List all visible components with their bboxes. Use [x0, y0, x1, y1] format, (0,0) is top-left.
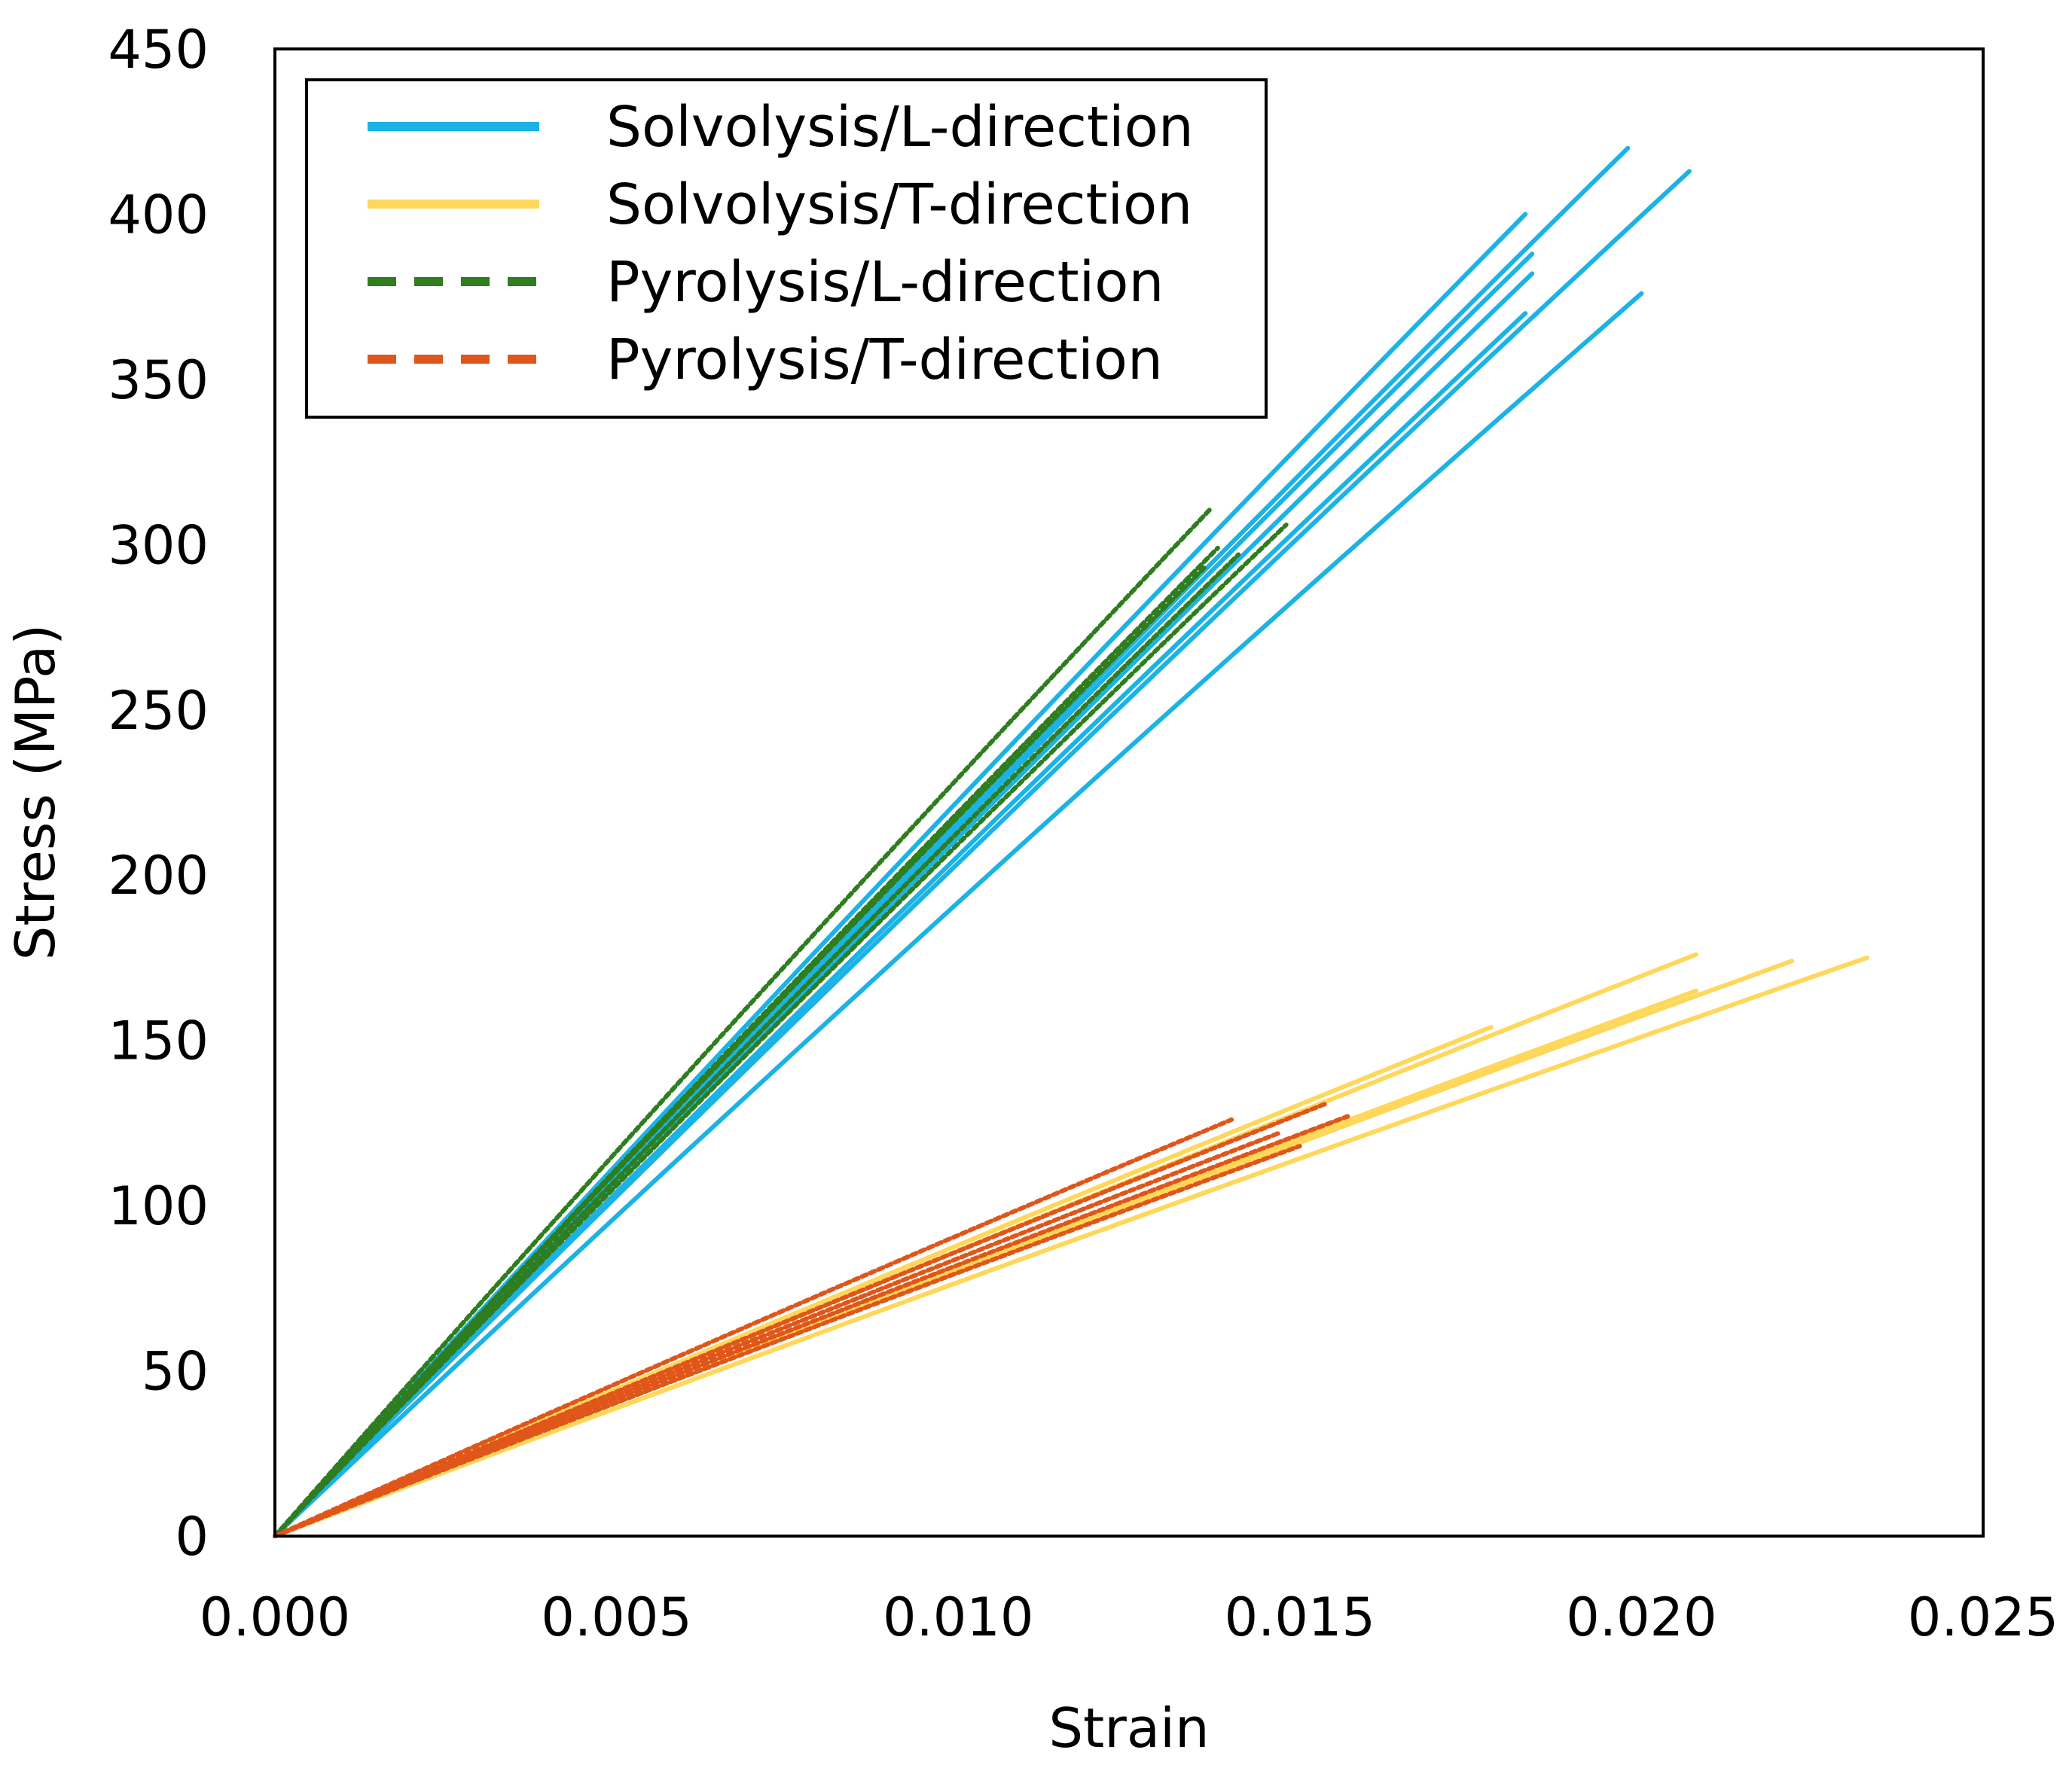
- x-tick-labels: 0.000 0.005 0.010 0.015 0.020 0.025: [200, 1587, 2058, 1648]
- y-tick-label: 400: [108, 184, 209, 245]
- y-tick-label: 50: [142, 1341, 209, 1403]
- curves-layer: [273, 145, 1869, 1538]
- y-tick-label: 450: [108, 19, 209, 81]
- pyrolysis-curve: [273, 1130, 1282, 1538]
- y-axis-title: Stress (MPa): [4, 624, 67, 961]
- solvolysis-curve: [273, 291, 1644, 1538]
- y-tick-label: 150: [108, 1010, 209, 1072]
- plot-frame: [273, 47, 1985, 1538]
- series-group: [273, 506, 1289, 1538]
- x-tick-label: 0.025: [1908, 1587, 2058, 1648]
- x-tick-label: 0.015: [1225, 1587, 1375, 1648]
- pyrolysis-curve: [273, 552, 1241, 1538]
- legend-label: Solvolysis/T-direction: [606, 172, 1192, 237]
- x-axis-title: Strain: [1048, 1696, 1209, 1760]
- y-tick-label: 350: [108, 349, 209, 411]
- y-tick-label: 200: [108, 845, 209, 907]
- y-tick-labels: 0 50 100 150 200 250 300 350 400 450: [108, 19, 209, 1568]
- legend-label: Pyrolysis/T-direction: [606, 328, 1163, 392]
- solvolysis-curve: [273, 955, 1869, 1538]
- pyrolysis-curve: [273, 565, 1207, 1538]
- x-tick-label: 0.020: [1566, 1587, 1716, 1648]
- pyrolysis-curve: [273, 523, 1289, 1538]
- x-tick-label: 0.010: [883, 1587, 1033, 1648]
- series-group: [273, 1101, 1350, 1538]
- y-tick-label: 250: [108, 680, 209, 742]
- solvolysis-curve: [273, 311, 1528, 1538]
- pyrolysis-curve: [273, 506, 1213, 1538]
- y-tick-label: 300: [108, 514, 209, 576]
- pyrolysis-curve: [273, 1117, 1234, 1538]
- legend-label: Solvolysis/L-direction: [606, 95, 1194, 160]
- legend-label: Pyrolysis/L-direction: [606, 250, 1164, 315]
- y-tick-label: 0: [175, 1506, 209, 1568]
- y-tick-label: 100: [108, 1175, 209, 1237]
- x-tick-label: 0.000: [200, 1587, 350, 1648]
- pyrolysis-curve: [273, 1144, 1302, 1538]
- x-tick-label: 0.005: [541, 1587, 691, 1648]
- legend: Solvolysis/L-direction Solvolysis/T-direc…: [305, 78, 1268, 419]
